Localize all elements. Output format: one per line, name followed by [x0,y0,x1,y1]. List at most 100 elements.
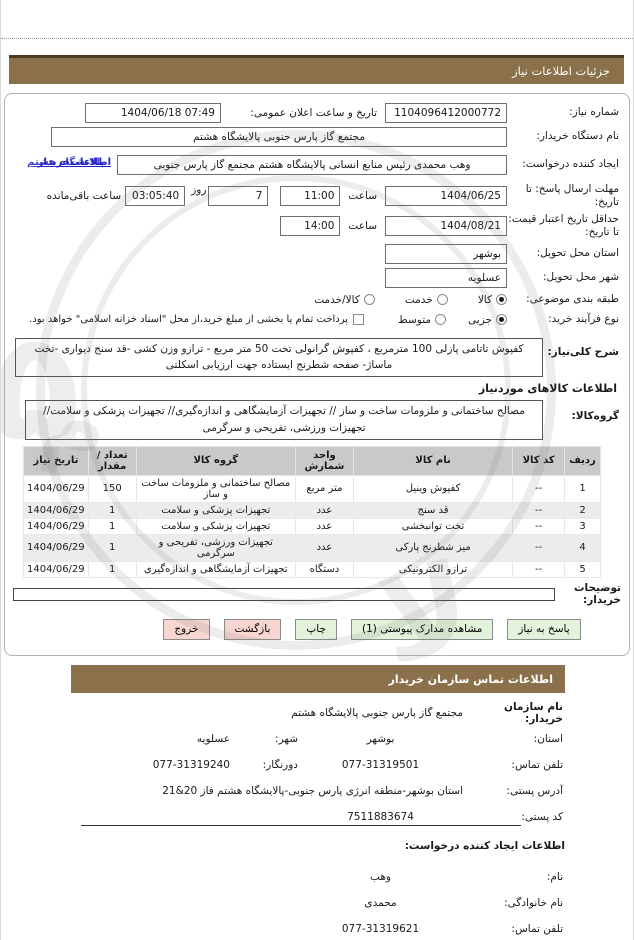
request-creator-field[interactable]: وهب محمدی رئیس منابع انسانی پالایشگاه هش… [117,155,507,175]
checkbox-icon[interactable] [353,314,365,325]
postal-address-value: استان بوشهر-منطقه انرژی پارس جنوبی-پالای… [162,785,463,797]
postal-code-row: کد پستی: 7511883674 [71,804,565,830]
radio-icon[interactable] [363,294,375,305]
purchase-option-medium[interactable]: متوسط [398,314,447,326]
need-number-label: شماره نیاز: [569,106,619,119]
section-header-buyer-contact: اطلاعات تماس سازمان خریدار [71,665,565,693]
delivery-city-label: شهر محل تحویل: [543,270,619,283]
purchase-type-row: نوع فرآیند خرید: جزیی متوسط پرداخت تمام … [11,310,623,330]
creator-info-heading: اطلاعات ایجاد کننده درخواست: [404,840,565,852]
col-row-index: ردیف [564,445,601,476]
reply-deadline-row: مهلت ارسال پاسخ: تا تاریخ: 1404/06/25 سا… [11,181,623,211]
last-name-value: محمدی [364,897,397,909]
section-header-need-details: جزئیات اطلاعات نیاز [9,55,624,84]
request-creator-row: ایجاد کننده درخواست: وهب محمدی رئیس مناب… [11,149,623,181]
last-name-row: نام خانوادگی: محمدی [71,890,565,916]
contact-phone-value: 077-31319501 [341,759,420,771]
price-validity-row: حداقل تاریخ اعتبار قیمت: تا تاریخ: 1404/… [11,211,623,241]
goods-table-header-row: ردیف کد کالا نام کالا واحد شمارش گروه کا… [23,445,601,476]
city-value: عسلویه [196,733,230,745]
back-button[interactable]: بازگشت [223,618,282,640]
buyer-contact-title: اطلاعات تماس سازمان خریدار [388,672,553,686]
purchase-option-minor[interactable]: جزیی [468,314,507,326]
buyer-notes-field[interactable] [13,587,555,601]
need-desc-label: شرح کلی‌نیاز: [547,345,619,358]
print-button[interactable]: چاپ [295,618,337,640]
treasury-docs-option[interactable]: پرداخت تمام یا بخشی از مبلغ خرید،از محل … [29,314,365,325]
top-dotted-divider [1,38,633,39]
radio-selected-icon[interactable] [496,314,507,325]
postal-code-label: کد پستی: [521,811,563,823]
first-name-label: نام: [546,871,563,883]
goods-group-label: گروه‌کالا: [571,410,619,423]
city-label: شهر: [275,733,298,745]
subject-option-service[interactable]: خدمت [405,294,448,306]
reply-deadline-hour-label: ساعت [348,190,377,203]
view-attachments-button[interactable]: مشاهده مدارک پیوستی (1) [350,618,494,640]
reply-deadline-date-field[interactable]: 1404/06/25 [385,186,507,207]
announce-datetime-label: تاریخ و ساعت اعلان عمومی: [250,107,377,119]
subject-option-goods[interactable]: کالا [478,294,507,306]
request-creator-label: ایجاد کننده درخواست: [522,158,619,171]
announce-datetime-field[interactable]: 1404/06/18 07:49 [85,103,221,123]
last-name-label: نام خانوادگی: [504,897,563,909]
reply-deadline-days-field[interactable]: 7 [208,186,269,207]
reply-deadline-hour-field[interactable]: 11:00 [280,186,341,207]
goods-group-field[interactable]: مصالح ساختمانی و ملزومات ساخت و ساز // ت… [25,400,543,440]
buyer-org-label: نام دستگاه خریدار: [536,130,619,143]
phone-fax-row: تلفن تماس: 077-31319501 دورنگار: 077-313… [71,752,565,778]
first-name-value: وهب [370,871,391,883]
buyer-org-row: نام دستگاه خریدار: مجتمع گاز پارس جنوبی … [11,125,623,149]
postal-address-label: آدرس پستی: [506,785,563,797]
table-row: 3 -- تخت توانبخشی عدد تجهیزات پزشکی و سلام… [23,517,601,535]
creator-phone-value: 077-31319621 [341,923,420,935]
reply-deadline-label: مهلت ارسال پاسخ: تا تاریخ: [525,183,619,209]
delivery-city-row: شهر محل تحویل: عسلویه [11,266,623,290]
buyer-info-link-stack: اطلاعات‌خریدار پالایشگاه هشتم [15,157,111,173]
subject-class-label: طبقه بندی موضوعی: [526,292,619,305]
delivery-province-label: استان محل تحویل: [536,246,619,259]
need-desc-field[interactable]: کفپوش تاتامی پازلی 100 مترمربع ، کفپوش گ… [15,337,543,378]
delivery-city-field[interactable]: عسلویه [385,267,507,288]
subject-option-goods-service[interactable]: کالا/خدمت [314,294,375,306]
goods-info-heading: اطلاعات کالاهای موردنیاز [478,382,617,396]
postal-address-row: آدرس پستی: استان بوشهر-منطقه انرژی پارس … [71,778,565,804]
price-validity-hour-label: ساعت [348,220,377,233]
buyer-info-link[interactable]: اطلاعات‌خریدار [37,157,111,168]
buyer-org-field[interactable]: مجتمع گاز پارس جنوبی پالایشگاه هشتم [51,127,507,147]
action-buttons: پاسخ به نیاز مشاهده مدارک پیوستی (1) چاپ… [66,618,634,640]
radio-selected-icon[interactable] [496,294,507,305]
radio-icon[interactable] [435,314,447,325]
col-need-date: تاریخ نیاز [23,445,89,476]
col-quantity: تعداد / مقدار [87,445,137,476]
delivery-province-row: استان محل تحویل: بوشهر [11,242,623,266]
creator-phone-label: تلفن تماس: [511,923,563,935]
table-row: 4 -- میز شطرنج پارکی عدد تجهیزات ورزشی، تف… [23,533,601,562]
first-name-row: نام: وهب [71,864,565,890]
purchase-type-label: نوع فرآیند خرید: [548,312,619,325]
col-item-name: نام کالا [352,445,514,476]
reply-deadline-days-label: روز [191,184,207,197]
buyer-notes-label: توضیحات خریدار: [573,581,621,607]
creator-phone-row: تلفن تماس: 077-31319621 [71,916,565,940]
col-item-code: کد کالا [512,445,566,476]
request-creator-section: اطلاعات ایجاد کننده درخواست: نام: وهب نا… [71,840,565,940]
delivery-province-field[interactable]: بوشهر [385,243,507,264]
org-name-row: نام سازمان خریدار: مجتمع گاز پارس جنوبی … [71,700,565,726]
exit-button[interactable]: خروج [163,618,210,640]
need-number-field[interactable]: 1104096412000772 [385,103,507,123]
org-name-label: نام سازمان خریدار: [504,701,563,725]
buyer-notes-row: توضیحات خریدار: [11,578,623,609]
goods-group-row: گروه‌کالا: مصالح ساختمانی و ملزومات ساخت… [11,398,623,442]
reply-to-need-button[interactable]: پاسخ به نیاز [507,618,581,640]
postal-code-value: 7511883674 [347,811,414,823]
price-validity-date-field[interactable]: 1404/08/21 [385,216,507,237]
refinery-link[interactable]: پالایشگاه هشتم [27,157,104,168]
remaining-time-field[interactable]: 03:05:40 [125,186,186,207]
section-divider [81,825,521,826]
radio-icon[interactable] [436,294,448,305]
province-value: بوشهر [366,733,395,745]
goods-table: ردیف کد کالا نام کالا واحد شمارش گروه کا… [23,445,601,578]
table-row: 1 -- کفپوش وینیل متر مربع مصالح ساختمانی و… [23,474,601,503]
price-validity-hour-field[interactable]: 14:00 [280,216,341,237]
